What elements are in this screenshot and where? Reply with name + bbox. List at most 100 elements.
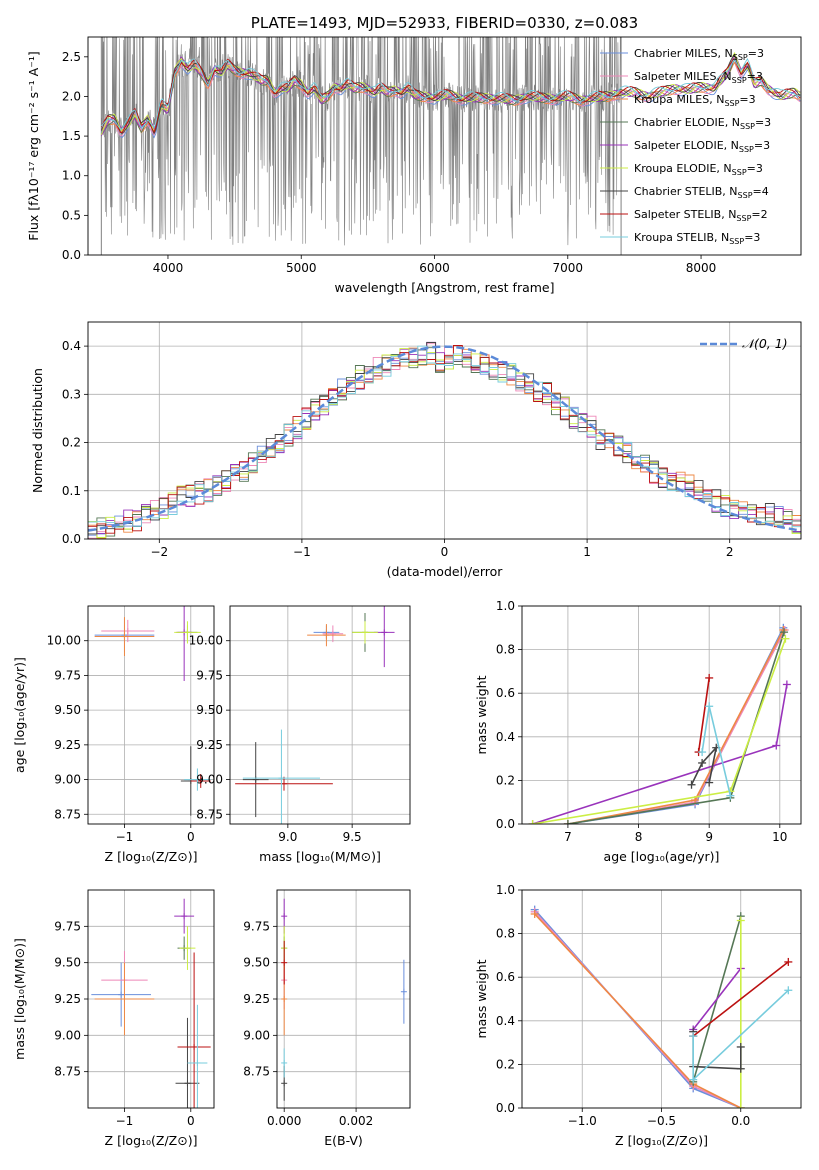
y-tick-label: 0.2 bbox=[496, 1057, 515, 1071]
panel-residuals: −2 −1 0 1 2 0.0 0.1 0.2 0.3 0.4 (data-model)/error… bbox=[30, 321, 802, 579]
y-tick-label: 0.4 bbox=[496, 1014, 515, 1028]
x-axis-label: mass [log₁₀(M/M⊙)] bbox=[259, 849, 381, 864]
series-chabrier-miles bbox=[530, 905, 745, 1108]
point-chabrier-stelib bbox=[175, 1017, 200, 1108]
plot-area bbox=[88, 341, 801, 539]
y-tick-label: 10.00 bbox=[189, 634, 223, 648]
axes-frame bbox=[521, 889, 802, 1109]
legend-tail: =2 bbox=[751, 208, 767, 221]
y-tick-label: 8.75 bbox=[54, 1065, 81, 1079]
normal-curve bbox=[88, 345, 799, 532]
series-chabrier-stelib bbox=[687, 743, 721, 789]
point-salpeter-stelib bbox=[235, 776, 333, 791]
series-line bbox=[567, 629, 785, 824]
legend-sub: SSP bbox=[733, 53, 748, 62]
x-tick-label: 0 bbox=[441, 545, 449, 559]
series-line bbox=[692, 961, 789, 1037]
point-kroupa-stelib bbox=[281, 1048, 288, 1078]
panel-mass-vs-Z: −1 0 8.75 9.00 9.25 9.50 9.75 Z [log₁₀(Z/Z⊙)] ma… bbox=[12, 889, 215, 1148]
point-kroupa-miles bbox=[307, 624, 346, 647]
panel-weight-vs-age: 7 8 9 10 0.0 0.2 0.4 0.6 0.8 1.0 age [log₁₀(age/yr… bbox=[474, 599, 802, 864]
legend-text: Salpeter MILES, N bbox=[634, 70, 732, 83]
legend-tail: =3 bbox=[747, 162, 763, 175]
x-tick-label: 9 bbox=[705, 830, 713, 844]
legend-text: Chabrier STELIB, N bbox=[634, 185, 738, 198]
y-axis-label: mass weight bbox=[474, 959, 489, 1038]
legend-sub: SSP bbox=[732, 76, 747, 85]
x-tick-label: −2 bbox=[150, 545, 168, 559]
axes-frame bbox=[276, 889, 411, 1109]
y-tick-label: 0.0 bbox=[496, 1101, 515, 1115]
point-kroupa-miles bbox=[94, 617, 155, 656]
x-tick-label: 8 bbox=[635, 830, 643, 844]
point-kroupa-stelib bbox=[184, 768, 211, 791]
y-tick-label: 9.25 bbox=[196, 738, 223, 752]
y-tick-label: 9.00 bbox=[54, 773, 81, 787]
point-chabrier-miles bbox=[400, 959, 407, 1024]
y-tick-label: 9.50 bbox=[54, 703, 81, 717]
x-tick-label: 7000 bbox=[553, 261, 584, 275]
y-tick-label: 0.4 bbox=[496, 730, 515, 744]
legend-sub: SSP bbox=[732, 168, 747, 177]
y-tick-label: 9.25 bbox=[243, 992, 270, 1006]
plot-area bbox=[91, 898, 211, 1108]
series-kroupa-elodie bbox=[736, 916, 745, 1108]
series-kroupa-stelib bbox=[689, 986, 793, 1084]
y-tick-label: 0.0 bbox=[496, 817, 515, 831]
legend: 𝒩(0, 1) bbox=[700, 336, 788, 351]
legend-sub: SSP bbox=[738, 191, 753, 200]
y-tick-label: 0.3 bbox=[62, 387, 81, 401]
panel-mass-vs-EBV: 0.000 0.002 8.75 9.00 9.25 9.50 9.75 E(B-V) bbox=[243, 889, 411, 1148]
point-kroupa-miles bbox=[94, 962, 155, 1036]
legend-label: Chabrier MILES, NSSP=3 bbox=[634, 47, 764, 62]
chart-title: PLATE=1493, MJD=52933, FIBERID=0330, z=0… bbox=[251, 14, 638, 32]
legend-label: Kroupa MILES, NSSP=3 bbox=[634, 93, 756, 108]
legend-text: Kroupa MILES, N bbox=[634, 93, 724, 106]
x-tick-label: 9.0 bbox=[278, 830, 297, 844]
x-tick-label: 2 bbox=[726, 545, 734, 559]
y-tick-label: 0.0 bbox=[62, 532, 81, 546]
series-line bbox=[567, 627, 785, 824]
x-tick-label: 7 bbox=[564, 830, 572, 844]
plot-area bbox=[94, 606, 211, 816]
x-tick-label: 0.002 bbox=[339, 1114, 373, 1128]
axes-frame bbox=[87, 36, 802, 256]
series-line bbox=[532, 638, 787, 824]
y-tick-label: 9.75 bbox=[54, 919, 81, 933]
y-axis-label: Flux [fλ10⁻¹⁷ erg cm⁻² s⁻¹ A⁻¹] bbox=[26, 51, 41, 240]
series-line bbox=[690, 745, 718, 786]
point-salpeter-stelib bbox=[177, 952, 211, 1108]
legend-text: Kroupa STELIB, N bbox=[634, 231, 729, 244]
y-axis-label: age [log₁₀(age/yr)] bbox=[12, 657, 27, 773]
legend-tail: =3 bbox=[754, 139, 770, 152]
y-tick-label: 0.2 bbox=[496, 773, 515, 787]
legend-text: Salpeter ELODIE, N bbox=[634, 139, 739, 152]
legend-label: Kroupa ELODIE, NSSP=3 bbox=[634, 162, 763, 177]
x-axis-label: Z [log₁₀(Z/Z⊙)] bbox=[105, 849, 198, 864]
y-tick-label: 8.75 bbox=[243, 1065, 270, 1079]
x-tick-label: −1.0 bbox=[568, 1114, 597, 1128]
series-salpeter-elodie bbox=[689, 964, 745, 1034]
x-axis-label: Z [log₁₀(Z/Z⊙)] bbox=[105, 1133, 198, 1148]
x-tick-label: 0.000 bbox=[267, 1114, 301, 1128]
y-tick-label: 0.1 bbox=[62, 484, 81, 498]
y-tick-label: 9.75 bbox=[243, 919, 270, 933]
point-kroupa-stelib bbox=[242, 729, 320, 824]
x-tick-label: 9.5 bbox=[343, 830, 362, 844]
y-axis-label: Normed distribution bbox=[30, 368, 45, 493]
point-salpeter-stelib bbox=[190, 774, 211, 788]
y-axis-label: mass weight bbox=[474, 675, 489, 754]
y-tick-label: 9.75 bbox=[54, 668, 81, 682]
legend-sub: SSP bbox=[740, 122, 755, 131]
legend-tail: =3 bbox=[744, 231, 760, 244]
series-chabrier-elodie bbox=[563, 628, 789, 824]
x-tick-label: 10 bbox=[772, 830, 787, 844]
legend-tail: =3 bbox=[739, 93, 755, 106]
series-salpeter-miles bbox=[563, 625, 789, 824]
y-tick-label: 8.75 bbox=[54, 807, 81, 821]
legend-sub: SSP bbox=[739, 145, 754, 154]
y-tick-label: 1.0 bbox=[496, 883, 515, 897]
series-line bbox=[534, 911, 742, 1108]
point-salpeter-miles bbox=[322, 625, 344, 643]
